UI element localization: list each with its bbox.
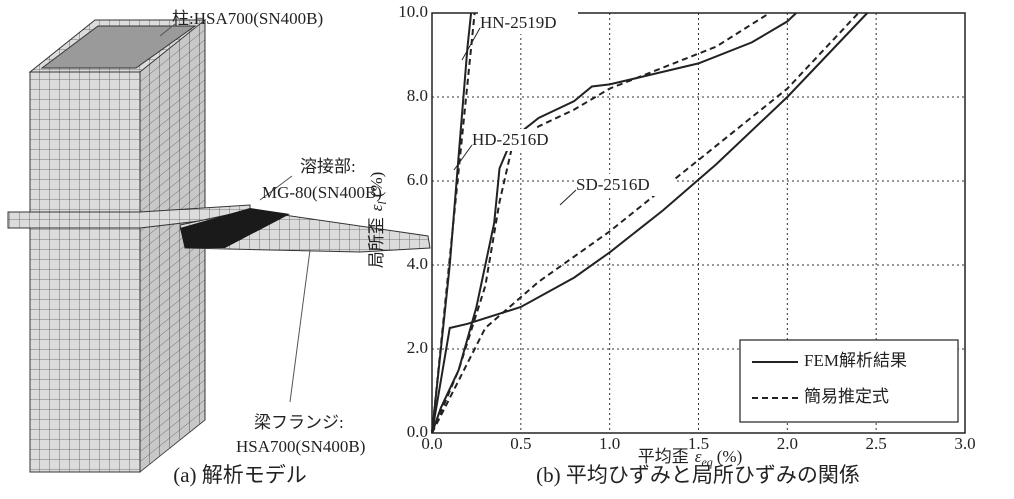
y-tick-label: 6.0 [407, 170, 428, 189]
y-axis-title-part: (%) [367, 172, 386, 197]
flange-label: HSA700(SN400B) [236, 437, 365, 456]
caption: (b) 平均ひずみと局所ひずみの関係 [536, 463, 860, 487]
caption: (a) 解析モデル [173, 463, 307, 487]
weld-label: 溶接部: [300, 157, 356, 176]
y-tick-label: 0.0 [407, 422, 428, 441]
y-tick-label: 10.0 [398, 2, 428, 21]
annotation: SD-2516D [576, 175, 650, 194]
x-tick-label: 0.5 [510, 434, 531, 453]
x-axis-title-part: eq [701, 455, 712, 469]
legend-label: 簡易推定式 [804, 387, 889, 406]
weld-label: MG-80(SN400B) [262, 183, 382, 202]
y-axis-title: 局所歪εl(%) [367, 172, 389, 269]
column-label: 柱:HSA700(SN400B) [172, 9, 323, 28]
x-tick-label: 2.5 [866, 434, 887, 453]
x-axis-title-part: (%) [717, 447, 742, 466]
y-tick-label: 4.0 [407, 254, 428, 273]
x-tick-label: 2.0 [777, 434, 798, 453]
y-tick-label: 2.0 [407, 338, 428, 357]
x-tick-label: 1.0 [599, 434, 620, 453]
flange-label: 梁フランジ: [254, 413, 344, 432]
x-tick-label: 3.0 [954, 434, 975, 453]
figure: 柱:HSA700(SN400B) 溶接部: MG-80(SN400B) 梁フラン… [0, 0, 1014, 494]
y-tick-label: 8.0 [407, 86, 428, 105]
page: {"model": { "column_label": "柱:HSA700(SN… [0, 0, 1014, 494]
annotation: HD-2516D [472, 130, 549, 149]
y-axis-title-part: 局所歪 [367, 217, 386, 268]
legend-label: FEM解析結果 [804, 351, 907, 370]
annotation: HN-2519D [480, 13, 557, 32]
x-axis-title-part: 平均歪 [638, 447, 689, 466]
